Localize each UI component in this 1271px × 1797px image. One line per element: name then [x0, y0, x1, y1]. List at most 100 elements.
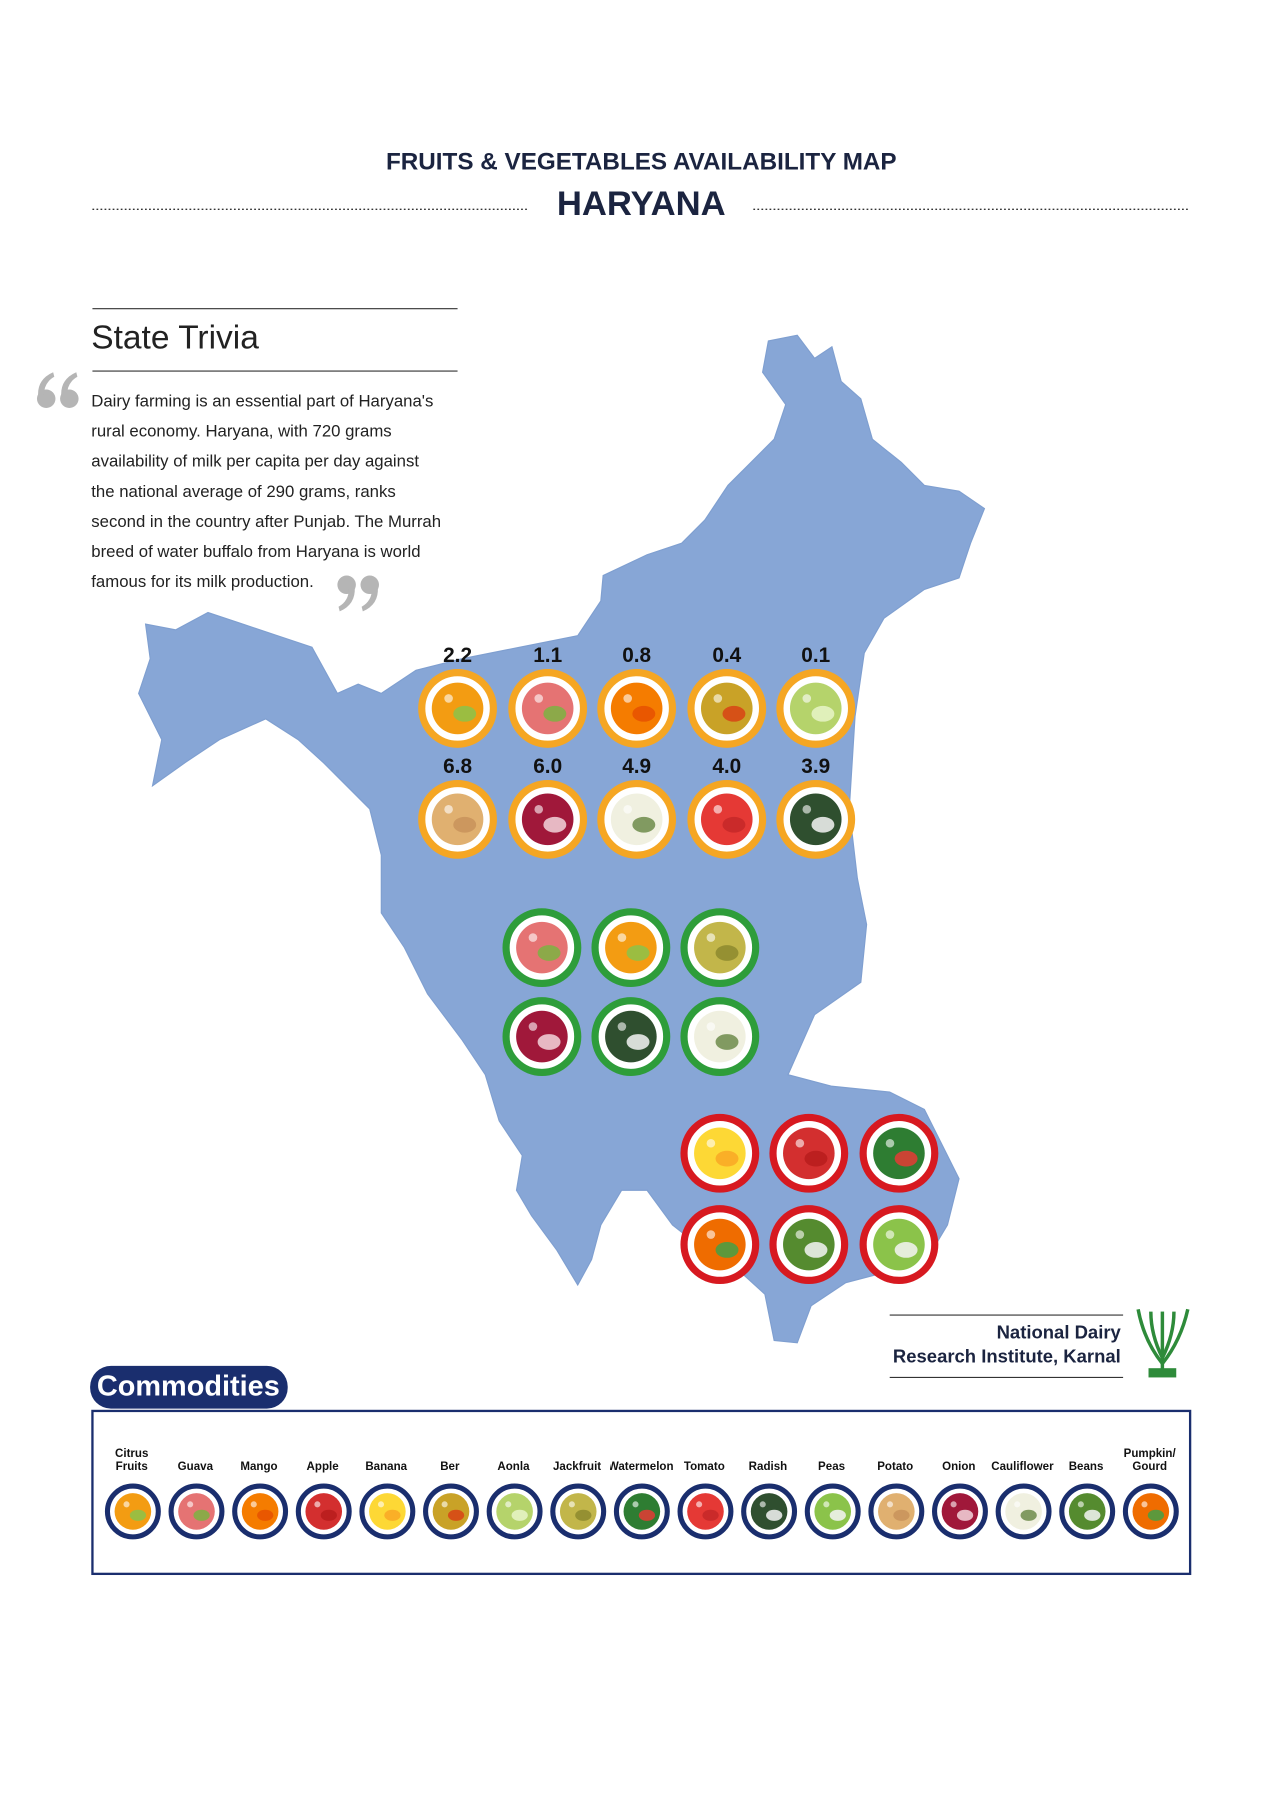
legend-icon: [868, 1483, 925, 1540]
icon-shine: [505, 1501, 512, 1508]
legend-icon: [1122, 1483, 1179, 1540]
surplus-value: 0.4: [712, 644, 741, 667]
icon-detail: [894, 1242, 918, 1258]
surplus-value: 3.9: [801, 755, 830, 778]
deficit-commodity: [769, 1205, 849, 1284]
deficit-commodity: [859, 1205, 939, 1284]
surplus-commodity: [597, 669, 677, 748]
trivia-line: second in the country after Punjab. The …: [91, 512, 441, 531]
icon-detail: [894, 1150, 918, 1167]
legend-label: Jackfruit: [552, 1460, 602, 1473]
legend-icon: [804, 1483, 861, 1540]
icon-detail: [626, 945, 650, 961]
icon-detail: [537, 1034, 561, 1050]
legend-icon: [613, 1483, 670, 1540]
legend-label: Ber: [440, 1460, 460, 1473]
institute-name: National Dairy: [997, 1321, 1122, 1342]
icon-detail: [811, 816, 835, 833]
icon-shine: [759, 1501, 766, 1508]
legend-label-box: Potato: [877, 1460, 914, 1473]
icon-detail: [1084, 1509, 1101, 1521]
icon-shine: [617, 933, 627, 942]
legend-label-box: Cauliflower: [991, 1460, 1053, 1472]
icon-shine: [617, 1022, 627, 1031]
legend-label-box: Jackfruit: [552, 1460, 602, 1473]
icon-shine: [444, 805, 453, 814]
icon-detail: [804, 1242, 828, 1258]
legend-label-box: Apple: [307, 1460, 339, 1472]
legend-icon: [168, 1483, 225, 1540]
icon-detail: [956, 1509, 974, 1521]
icon-shine: [534, 805, 544, 814]
legend-label: Guava: [177, 1460, 214, 1473]
icon-detail: [129, 1509, 147, 1521]
icon-shine: [706, 1230, 716, 1239]
legend-icon: [359, 1483, 416, 1540]
icon-detail: [453, 705, 477, 722]
icon-shine: [377, 1501, 385, 1508]
trivia-line: breed of water buffalo from Haryana is w…: [91, 542, 420, 561]
deficit-commodity: [680, 1113, 760, 1193]
legend-label: Mango: [240, 1460, 278, 1473]
legend-label-box: Peas: [818, 1460, 845, 1472]
sufficient-commodity: [502, 908, 582, 988]
legend-label-box: Aonla: [497, 1460, 530, 1473]
legend-label-box: Banana: [365, 1460, 407, 1472]
page-title: FRUITS & VEGETABLES AVAILABILITY MAP: [386, 148, 897, 175]
legend-label-box: Guava: [177, 1460, 214, 1473]
surplus-commodity: [418, 779, 497, 859]
trivia-line: rural economy. Haryana, with 720 grams: [91, 422, 391, 441]
legend-pill: [90, 1365, 288, 1409]
surplus-value: 0.8: [622, 644, 651, 667]
surplus-value: 2.2: [443, 644, 472, 667]
trivia-line: the national average of 290 grams, ranks: [91, 482, 395, 501]
legend-label: Beans: [1068, 1460, 1104, 1473]
icon-shine: [795, 1230, 805, 1239]
icon-shine: [885, 1138, 895, 1148]
legend-label: Onion: [942, 1460, 976, 1473]
icon-detail: [893, 1509, 910, 1521]
icon-shine: [802, 805, 812, 814]
surplus-commodity: [776, 669, 856, 748]
icon-detail: [257, 1509, 274, 1521]
icon-detail: [632, 705, 656, 722]
surplus-commodity: [508, 669, 588, 748]
legend-icon: [932, 1483, 988, 1540]
legend-label: Potato: [877, 1460, 914, 1473]
deficit-commodity: [680, 1205, 760, 1284]
surplus-commodity: [687, 779, 767, 859]
surplus-value: 6.8: [443, 755, 472, 778]
legend-label: Watermelon: [609, 1460, 674, 1473]
icon-shine: [706, 1138, 716, 1148]
icon-shine: [568, 1501, 575, 1508]
icon-detail: [804, 1150, 828, 1167]
icon-shine: [623, 805, 632, 814]
surplus-value: 6.0: [533, 755, 562, 778]
deficit-commodity: [859, 1113, 939, 1193]
icon-shine: [713, 805, 723, 814]
icon-detail: [537, 945, 561, 961]
icon-shine: [187, 1501, 194, 1508]
icon-shine: [823, 1501, 830, 1508]
surplus-commodity: [508, 779, 588, 859]
icon-shine: [886, 1501, 894, 1508]
surplus-value: 0.1: [801, 644, 830, 667]
legend-label: Tomato: [683, 1460, 725, 1473]
legend-label-box: Citrus Fruits: [115, 1448, 148, 1472]
surplus-commodity: [597, 779, 677, 859]
surplus-value: 4.9: [622, 755, 651, 778]
legend-icon: [104, 1483, 161, 1540]
sufficient-commodity: [680, 997, 760, 1076]
legend-label: Aonla: [497, 1460, 530, 1473]
icon-detail: [722, 705, 746, 722]
institute-name: Research Institute, Karnal: [893, 1346, 1121, 1367]
legend-title: Commodities: [97, 1370, 280, 1402]
icon-detail: [453, 816, 477, 833]
icon-detail: [811, 705, 835, 722]
icon-detail: [543, 816, 567, 833]
icon-detail: [715, 945, 739, 961]
trivia-line: famous for its milk production.: [91, 572, 314, 591]
surplus-value: 4.0: [712, 755, 741, 778]
legend-label-box: Watermelon: [609, 1460, 674, 1473]
